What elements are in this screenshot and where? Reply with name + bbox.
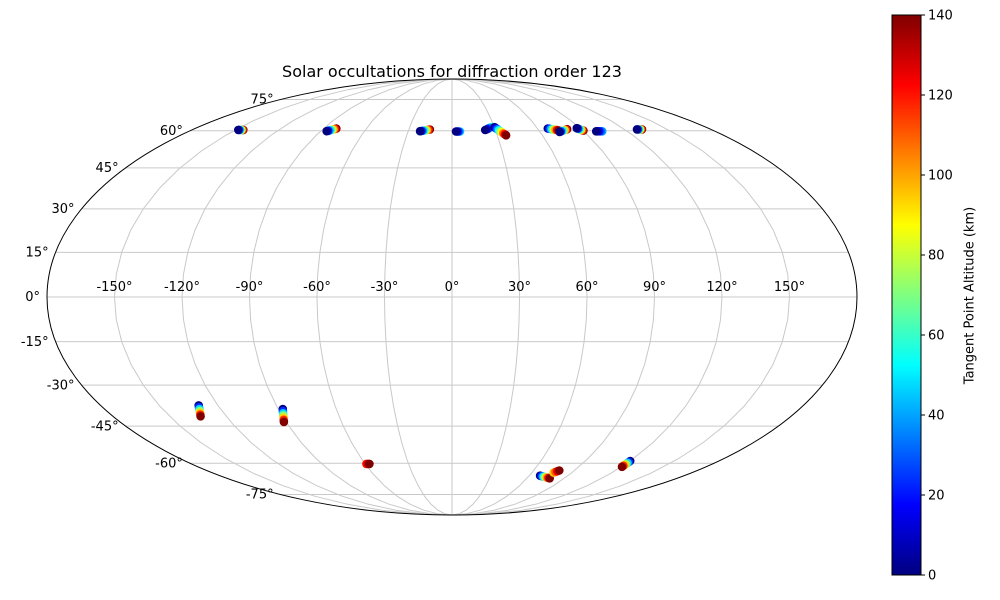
scatter-layer [194,122,647,483]
lat-tick-label: -75° [246,488,274,503]
colorbar-tick-label: 40 [928,409,945,424]
graticule-meridian [316,78,453,516]
lat-tick-labels: 75° 60° 45° 30° 15° 0° -15° -30° -45° -60° -75° [21,93,274,503]
colorbar-gradient [891,14,922,576]
scatter-point [555,127,564,137]
lat-tick-label: 30° [51,202,74,217]
scatter-point [451,127,461,136]
colorbar-tick-label: 100 [928,169,953,184]
colorbar-tick-label: 0 [928,569,936,584]
graticule [47,78,857,516]
lon-tick-label: 0° [445,280,460,295]
chart-title: Solar occultations for diffraction order… [282,62,622,81]
lon-tick-label: 30° [508,280,531,295]
graticule-meridian [451,78,791,516]
lon-tick-label: 120° [706,280,737,295]
scatter-point [555,466,564,475]
scatter-point [591,127,601,136]
colorbar-tick-label: 140 [928,9,953,24]
scatter-point [365,459,374,469]
scatter-point [632,125,642,134]
scatter-point [196,412,205,421]
colorbar-tick-label: 80 [928,249,945,264]
graticule-meridian [113,78,453,516]
lon-tick-label: -120° [164,280,200,295]
lon-tick-label: -90° [236,280,264,295]
colorbar-tick-label: 120 [928,89,953,104]
graticule-meridian [383,78,453,516]
lon-tick-labels: -150° -120° -90° -60° -30° 0° 30° 60° 90° 120° 150… [96,280,805,295]
lat-tick-label: 45° [96,161,119,176]
scatter-point [480,125,490,135]
scatter-point [234,125,243,135]
colorbar-tick-label: 20 [928,489,945,504]
lat-tick-label: 60° [160,124,183,139]
lon-tick-label: 150° [774,280,805,295]
graticule-meridian [451,78,588,516]
graticule-meridian [248,78,453,516]
scatter-point [279,417,289,427]
lon-tick-label: 60° [575,280,598,295]
lon-tick-label: -30° [371,280,399,295]
lat-tick-label: 0° [25,290,40,305]
graticule-meridian [451,78,723,516]
scatter-point [322,126,332,136]
colorbar-axis-label: Tangent Point Altitude (km) [962,206,978,385]
scatter-point [501,131,511,140]
lat-tick-label: -15° [21,335,49,350]
colorbar: 0 20 40 60 80 100 120 140 [891,9,953,584]
lat-tick-label: -60° [155,456,183,471]
lon-tick-label: 90° [643,280,666,295]
map-outline-ellipse [46,78,858,516]
lon-tick-label: -60° [303,280,331,295]
graticule-meridian [451,78,656,516]
scatter-point [415,126,425,136]
graticule-meridian [451,78,521,516]
scatter-point [617,462,627,472]
scatter-point [572,123,582,133]
lat-tick-label: 75° [251,93,274,108]
lat-tick-label: -45° [91,419,119,434]
colorbar-tick-label: 60 [928,329,945,344]
lat-tick-label: -30° [47,378,75,393]
lat-tick-label: 15° [26,246,49,261]
graticule-meridian [181,78,453,516]
lon-tick-label: -150° [96,280,132,295]
